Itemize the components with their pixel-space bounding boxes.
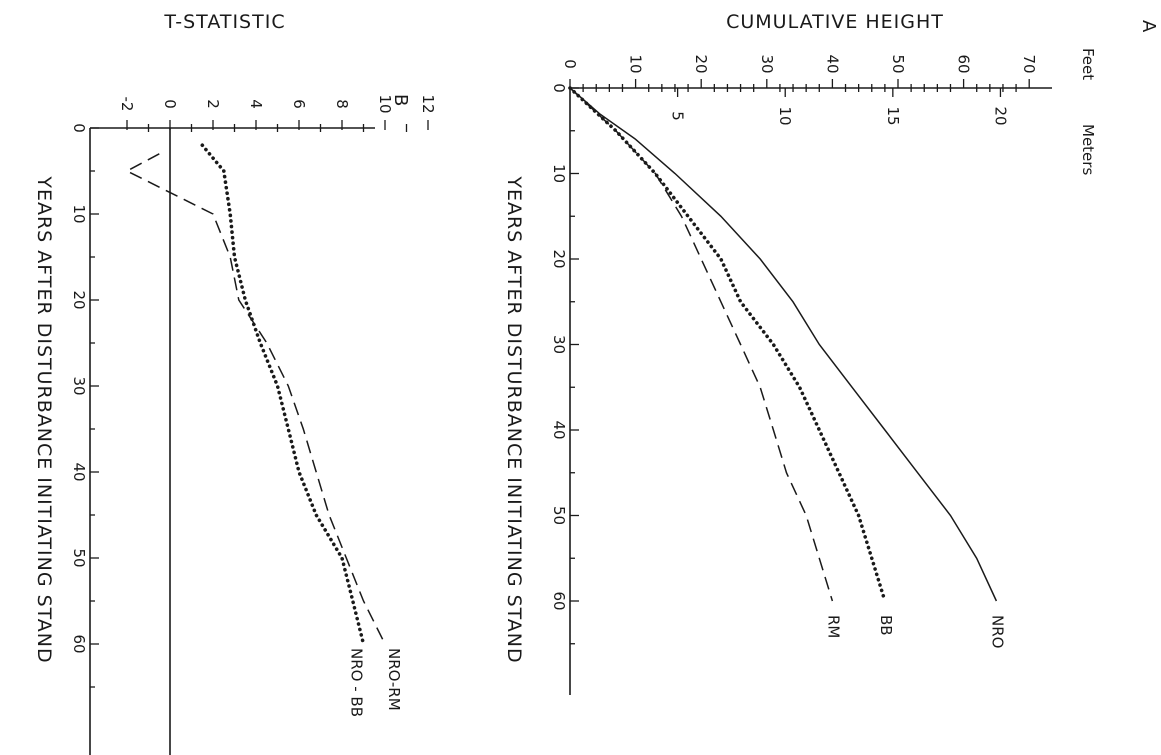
panel-a-feet-tick-label: 40 bbox=[823, 54, 841, 73]
panel-a-meters-unit: Meters bbox=[1079, 124, 1097, 175]
panel-a-feet-unit: Feet bbox=[1079, 48, 1097, 80]
panel-a-feet-tick-label: 60 bbox=[955, 54, 973, 73]
panel-b-y-tick-label: 8 bbox=[333, 99, 351, 109]
panel-a-letter: A bbox=[1138, 20, 1159, 33]
panel-b: B T-STATISTIC YEARS AFTER DISTURBANCE IN… bbox=[33, 11, 437, 755]
panel-a-x-tick-label: 0 bbox=[550, 83, 568, 93]
panel-a-xlabel: YEARS AFTER DISTURBANCE INITIATING STAND bbox=[503, 175, 525, 663]
series-label-rm: RM bbox=[824, 615, 842, 638]
panel-a-meter-tick-label: 15 bbox=[884, 106, 902, 125]
panel-a-x-tick-label: 10 bbox=[550, 164, 568, 183]
panel-b-x-tick-label: 50 bbox=[70, 548, 88, 567]
series-line-nro-rm bbox=[125, 153, 386, 645]
panel-b-x-tick-label: 60 bbox=[70, 634, 88, 653]
panel-a-feet-tick-label: 10 bbox=[627, 54, 645, 73]
panel-a-x-tick-label: 20 bbox=[550, 249, 568, 268]
panel-b-y-tick-label: 0 bbox=[161, 99, 179, 109]
series-line-rm bbox=[569, 87, 834, 602]
panel-a-feet-tick-label: 0 bbox=[561, 59, 579, 69]
panel-b-letter: B bbox=[390, 94, 411, 106]
panel-b-ylabel: T-STATISTIC bbox=[163, 11, 285, 33]
panel-a-x-tick-label: 30 bbox=[550, 335, 568, 354]
panel-a-ylabel: CUMULATIVE HEIGHT bbox=[726, 11, 944, 33]
series-label-nro-rm: NRO-RM bbox=[385, 648, 403, 711]
series-label-nro: NRO bbox=[988, 615, 1006, 648]
panel-a-meter-tick-label: 20 bbox=[991, 106, 1009, 125]
panel-b-y-tick-label: 4 bbox=[247, 99, 265, 109]
panel-a-feet-tick-label: 70 bbox=[1020, 54, 1038, 73]
series-label-bb: BB bbox=[877, 615, 895, 636]
series-line-nro-bb bbox=[200, 143, 366, 646]
panel-b-y-tick-label: 6 bbox=[290, 99, 308, 109]
panel-b-x-tick-label: 20 bbox=[70, 290, 88, 309]
panel-b-x-tick-label: 10 bbox=[70, 204, 88, 223]
panel-b-y-tick-label: 10 bbox=[376, 94, 394, 113]
panel-b-x-tick-label: 40 bbox=[70, 462, 88, 481]
panel-a: A CUMULATIVE HEIGHT YEARS AFTER DISTURBA… bbox=[503, 11, 1159, 695]
panel-b-x-tick-label: 30 bbox=[70, 376, 88, 395]
panel-a-meter-tick-label: 5 bbox=[669, 111, 687, 121]
series-label-nro-bb: NRO - BB bbox=[348, 648, 366, 717]
panel-a-meter-tick-label: 10 bbox=[776, 106, 794, 125]
panel-b-y-tick-label: -2 bbox=[118, 97, 136, 112]
panel-a-x-tick-label: 50 bbox=[550, 506, 568, 525]
panel-b-xlabel: YEARS AFTER DISTURBANCE INITIATING STAND bbox=[33, 175, 55, 663]
panel-a-feet-tick-label: 20 bbox=[692, 54, 710, 73]
series-line-nro bbox=[569, 87, 998, 602]
series-line-bb bbox=[568, 86, 887, 603]
panel-b-y-tick-label: 2 bbox=[204, 99, 222, 109]
panel-a-x-tick-label: 60 bbox=[550, 591, 568, 610]
panel-a-feet-tick-label: 30 bbox=[758, 54, 776, 73]
panel-a-feet-tick-label: 50 bbox=[889, 54, 907, 73]
panel-b-y-tick-label: 12 bbox=[419, 94, 437, 113]
panel-a-x-tick-label: 40 bbox=[550, 420, 568, 439]
panel-b-x-tick-label: 0 bbox=[70, 123, 88, 133]
